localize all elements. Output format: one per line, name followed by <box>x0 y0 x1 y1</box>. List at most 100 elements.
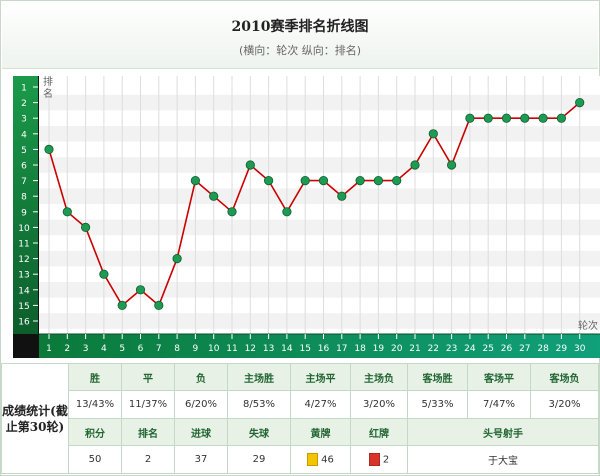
header-red-cards: 红牌 <box>350 418 408 446</box>
value-goals-against: 29 <box>227 445 291 474</box>
x-tick-label: 13 <box>263 344 274 354</box>
x-tick-label: 9 <box>193 344 199 354</box>
data-point <box>410 160 420 170</box>
y-axis-title-2: 名 <box>43 87 53 100</box>
data-point <box>135 285 146 295</box>
x-tick-label: 17 <box>336 344 347 354</box>
data-point <box>501 113 512 123</box>
header-home-wins: 主场胜 <box>227 363 291 391</box>
x-tick-label: 4 <box>101 344 107 354</box>
header-draws: 平 <box>121 363 175 391</box>
value-red-cards: 2 <box>382 454 390 466</box>
data-point <box>154 300 164 310</box>
header-yellow-cards: 黄牌 <box>290 418 351 446</box>
data-point <box>392 176 402 186</box>
data-point <box>355 176 365 186</box>
data-point <box>538 113 548 123</box>
header-top-scorer: 头号射手 <box>407 418 599 446</box>
y-tick-label: 15 <box>18 302 29 312</box>
data-point <box>209 191 219 201</box>
data-point <box>465 113 475 123</box>
header-losses: 负 <box>174 363 228 391</box>
x-tick-label: 29 <box>556 344 568 354</box>
data-point <box>318 176 329 186</box>
data-point <box>264 176 274 186</box>
data-point <box>282 207 292 217</box>
x-tick-label: 8 <box>174 344 180 354</box>
value-wins: 13/43% <box>68 390 122 419</box>
x-tick-label: 7 <box>156 344 162 354</box>
data-point <box>245 160 255 170</box>
y-tick-label: 3 <box>21 115 27 125</box>
data-point <box>190 176 200 186</box>
value-losses: 6/20% <box>174 390 228 419</box>
x-tick-label: 15 <box>299 344 310 354</box>
data-point <box>556 113 567 123</box>
header-wins: 胜 <box>68 363 122 391</box>
x-tick-label: 11 <box>226 344 237 354</box>
x-tick-label: 23 <box>446 344 457 354</box>
value-away-losses: 3/20% <box>530 390 599 419</box>
value-home-draws: 4/27% <box>290 390 351 419</box>
y-tick-label: 8 <box>21 193 27 203</box>
y-tick-label: 14 <box>18 286 30 296</box>
x-tick-label: 1 <box>46 344 52 354</box>
x-tick-label: 12 <box>245 344 256 354</box>
y-tick-label: 10 <box>18 224 30 234</box>
data-point <box>483 113 493 123</box>
x-axis-title: 轮次 <box>578 319 598 332</box>
data-point <box>44 144 54 155</box>
y-tick-label: 5 <box>21 146 27 156</box>
yellow-card-icon <box>307 453 319 466</box>
x-tick-label: 20 <box>391 344 403 354</box>
stats-label: 成绩统计(截止第30轮) <box>1 363 69 474</box>
x-tick-label: 27 <box>519 344 530 354</box>
x-tick-label: 25 <box>482 344 493 354</box>
x-tick-label: 28 <box>537 344 549 354</box>
x-tick-label: 24 <box>464 344 476 354</box>
x-tick-label: 22 <box>428 344 439 354</box>
x-tick-label: 3 <box>83 344 89 354</box>
stats-table: 成绩统计(截止第30轮) 胜 平 负 主场胜 主场平 主场负 客场胜 客场平 客… <box>1 363 599 474</box>
x-tick-label: 26 <box>501 344 513 354</box>
value-away-wins: 5/33% <box>407 390 468 419</box>
value-red-cards-cell: 2 <box>350 445 408 474</box>
header-points: 积分 <box>68 418 122 446</box>
data-point <box>337 191 347 201</box>
grid-band <box>39 313 600 329</box>
chart-title: 2010赛季排名折线图 <box>231 19 369 35</box>
value-away-draws: 7/47% <box>467 390 531 419</box>
grid-band <box>39 126 600 142</box>
grid-band <box>39 250 600 267</box>
chart-header: 2010赛季排名折线图 (横向：轮次 纵向：排名) <box>2 2 598 69</box>
data-point <box>300 176 310 186</box>
data-point <box>428 129 438 139</box>
value-draws: 11/37% <box>121 390 175 419</box>
value-points: 50 <box>68 445 122 474</box>
header-away-losses: 客场负 <box>530 363 599 391</box>
x-tick-label: 16 <box>318 344 330 354</box>
value-rank: 2 <box>121 445 175 474</box>
data-point <box>62 207 72 217</box>
value-goals-for: 37 <box>174 445 228 474</box>
y-tick-label: 12 <box>18 255 29 265</box>
value-yellow-cards-cell: 46 <box>290 445 351 474</box>
y-tick-label: 6 <box>21 162 27 172</box>
y-tick-label: 11 <box>18 240 29 250</box>
x-tick-label: 6 <box>138 344 144 354</box>
y-tick-label: 13 <box>18 271 29 281</box>
chart-subtitle: (横向：轮次 纵向：排名) <box>238 44 362 57</box>
grid-band <box>39 219 600 236</box>
x-tick-label: 5 <box>119 344 125 354</box>
data-point <box>227 207 237 217</box>
header-home-draws: 主场平 <box>290 363 351 391</box>
data-point <box>117 300 127 310</box>
data-point <box>81 222 91 232</box>
red-card-icon <box>368 453 380 466</box>
axis-corner-bottom <box>13 334 39 358</box>
y-tick-label: 2 <box>21 99 27 109</box>
x-tick-label: 30 <box>574 344 586 354</box>
header-goals-against: 失球 <box>227 418 291 446</box>
value-home-wins: 8/53% <box>227 390 291 419</box>
